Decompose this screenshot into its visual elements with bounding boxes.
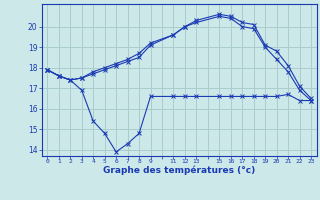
- X-axis label: Graphe des températures (°c): Graphe des températures (°c): [103, 165, 255, 175]
